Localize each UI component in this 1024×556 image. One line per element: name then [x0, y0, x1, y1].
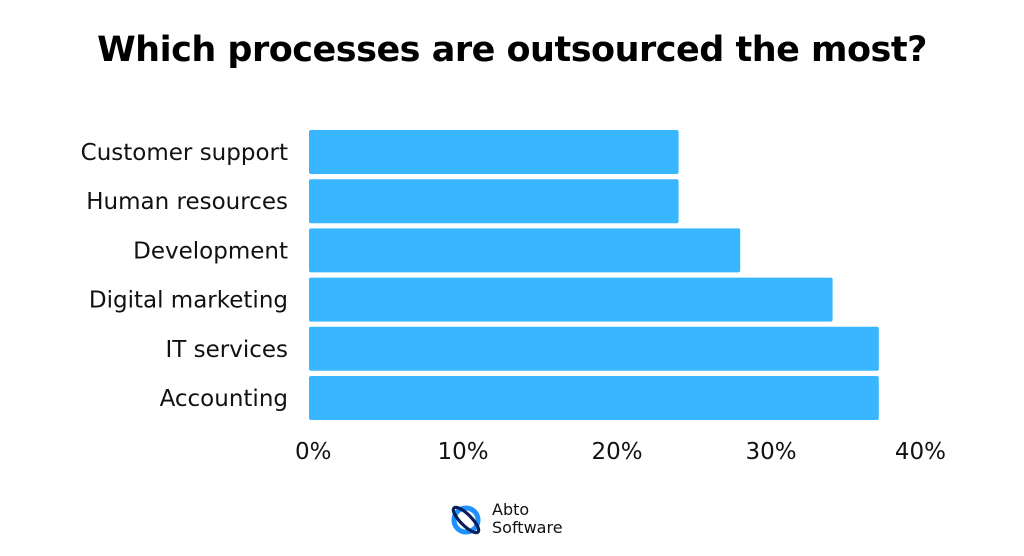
category-label: Development [133, 238, 288, 264]
category-label: Customer support [81, 140, 288, 166]
bar-digital-marketing [309, 277, 833, 322]
x-tick-label: 30% [745, 439, 796, 465]
bars-group [309, 130, 879, 420]
bar-accounting [309, 376, 879, 420]
logo-text-line2: Software [492, 518, 563, 537]
chart-title: Which processes are outsourced the most? [97, 30, 927, 70]
category-label: Accounting [160, 386, 288, 412]
x-tick-label: 20% [591, 439, 642, 465]
bar-it-services [309, 326, 879, 371]
category-label: IT services [165, 337, 288, 363]
category-label: Digital marketing [89, 288, 288, 314]
bar-development [309, 228, 741, 273]
x-tick-labels-group: 0% 10% 20% 30% 40% [295, 439, 946, 465]
bar-customer-support [309, 130, 679, 174]
logo-text-line1: Abto [492, 500, 530, 519]
x-tick-label: 10% [437, 439, 488, 465]
bar-human-resources [309, 179, 679, 224]
abto-logo-icon [451, 505, 481, 535]
x-tick-label: 0% [295, 439, 332, 465]
x-tick-label: 40% [895, 439, 946, 465]
category-label: Human resources [86, 189, 288, 215]
category-labels-group: Customer support Human resources Developme… [81, 140, 288, 412]
abto-software-logo: Abto Software [448, 498, 588, 540]
